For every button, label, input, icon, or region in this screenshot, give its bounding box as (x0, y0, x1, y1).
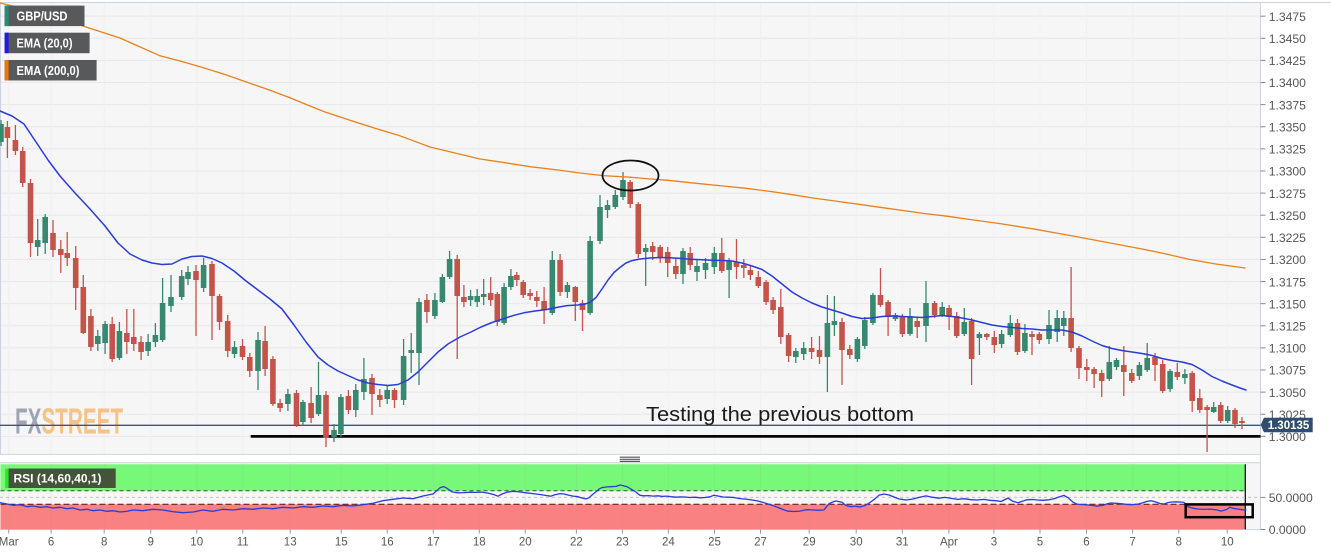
svg-text:1.30135: 1.30135 (1268, 420, 1310, 432)
svg-text:1.3225: 1.3225 (1269, 231, 1306, 245)
svg-text:16: 16 (381, 537, 394, 549)
svg-text:1.3125: 1.3125 (1269, 319, 1306, 333)
svg-text:1.3250: 1.3250 (1269, 209, 1306, 223)
svg-text:23: 23 (616, 537, 629, 549)
svg-text:1.3450: 1.3450 (1269, 32, 1306, 46)
svg-text:27: 27 (754, 537, 767, 549)
svg-text:10: 10 (190, 537, 203, 549)
svg-text:5: 5 (1037, 537, 1043, 549)
svg-text:Apr: Apr (940, 537, 958, 549)
svg-text:1.3275: 1.3275 (1269, 187, 1306, 201)
svg-text:6: 6 (48, 537, 54, 549)
svg-text:Testing the previous bottom: Testing the previous bottom (646, 403, 914, 426)
svg-text:15: 15 (335, 537, 348, 549)
svg-text:30: 30 (850, 537, 863, 549)
svg-text:1.3150: 1.3150 (1269, 297, 1306, 311)
svg-text:31: 31 (896, 537, 909, 549)
svg-text:GBP/USD: GBP/USD (17, 9, 68, 23)
svg-text:20: 20 (519, 537, 532, 549)
svg-text:1.3400: 1.3400 (1269, 76, 1306, 90)
svg-text:1.3050: 1.3050 (1269, 386, 1306, 400)
svg-text:50.0000: 50.0000 (1269, 491, 1313, 505)
svg-text:3: 3 (991, 537, 997, 549)
svg-text:1.3325: 1.3325 (1269, 143, 1306, 157)
svg-text:6: 6 (1083, 537, 1089, 549)
svg-text:13: 13 (284, 537, 297, 549)
svg-text:10: 10 (1221, 537, 1234, 549)
svg-text:0.0000: 0.0000 (1269, 523, 1306, 537)
svg-text:EMA (200,0): EMA (200,0) (17, 64, 80, 78)
svg-text:25: 25 (708, 537, 721, 549)
svg-text:17: 17 (427, 537, 440, 549)
svg-text:EMA (20,0): EMA (20,0) (17, 37, 73, 51)
svg-text:1.3075: 1.3075 (1269, 364, 1306, 378)
svg-text:22: 22 (570, 537, 583, 549)
svg-text:1.3100: 1.3100 (1269, 342, 1306, 356)
svg-text:24: 24 (662, 537, 675, 549)
svg-text:1.3475: 1.3475 (1269, 10, 1306, 24)
svg-text:7: 7 (1129, 537, 1135, 549)
svg-text:Mar: Mar (0, 537, 19, 549)
svg-text:8: 8 (1175, 537, 1181, 549)
svg-text:1.3375: 1.3375 (1269, 98, 1306, 112)
svg-text:FXSTREET: FXSTREET (15, 402, 123, 442)
svg-text:11: 11 (237, 537, 249, 549)
svg-text:18: 18 (473, 537, 486, 549)
svg-text:1.3175: 1.3175 (1269, 275, 1306, 289)
svg-text:RSI (14,60,40,1): RSI (14,60,40,1) (14, 472, 102, 486)
svg-text:9: 9 (147, 537, 153, 549)
svg-text:8: 8 (101, 537, 107, 549)
svg-text:1.3350: 1.3350 (1269, 120, 1306, 134)
svg-text:1.3300: 1.3300 (1269, 165, 1306, 179)
svg-text:1.3425: 1.3425 (1269, 54, 1306, 68)
svg-text:29: 29 (803, 537, 816, 549)
svg-text:1.3200: 1.3200 (1269, 253, 1306, 267)
svg-text:1.3000: 1.3000 (1269, 430, 1306, 444)
